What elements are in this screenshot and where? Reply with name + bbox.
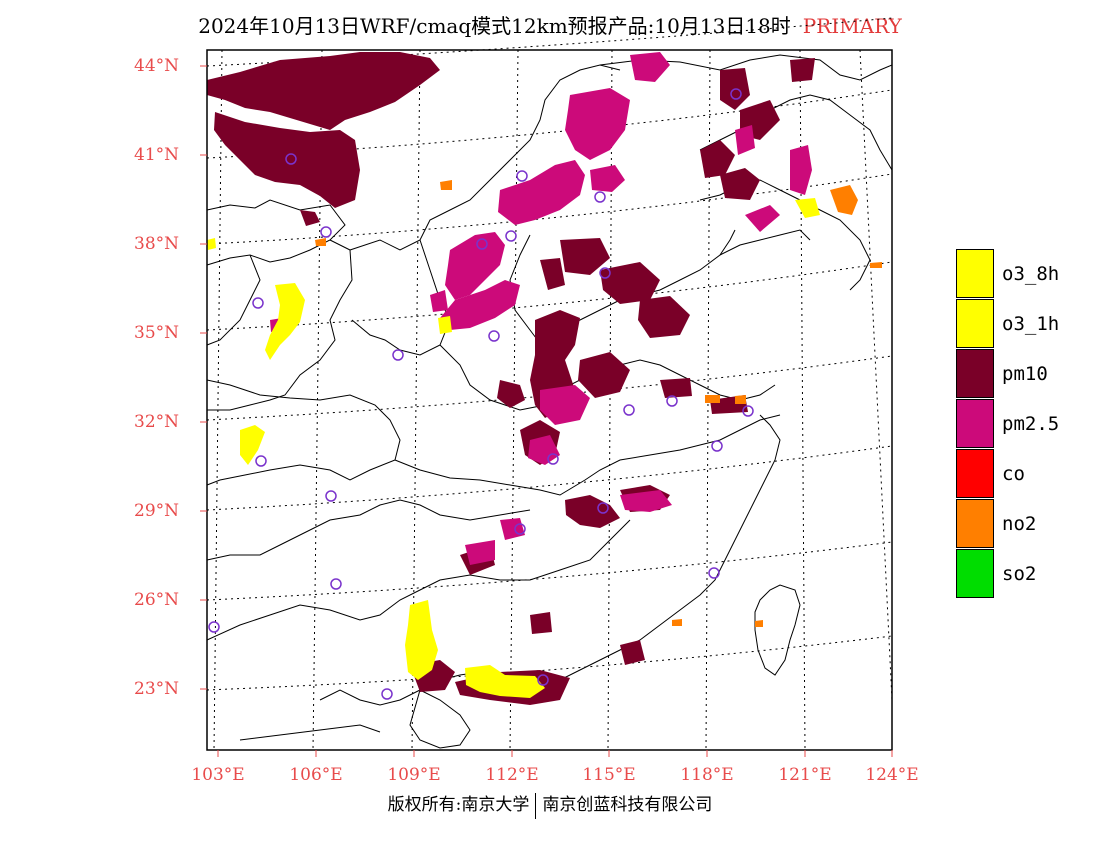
graticule-lon-103 <box>213 49 223 751</box>
footer-separator <box>535 792 537 819</box>
legend-item-o3-1h: o3_1h <box>956 299 1086 349</box>
lon-label-103: 103°E <box>191 765 245 785</box>
graticule-lon-112 <box>509 49 519 751</box>
axis-ticks <box>200 65 893 757</box>
lon-label-112: 112°E <box>485 765 539 785</box>
legend-swatch <box>956 249 994 298</box>
graticule-lat-41 <box>206 89 893 159</box>
station-marker <box>381 688 393 700</box>
graticule-lat-23 <box>206 635 893 691</box>
station-marker <box>488 330 500 342</box>
graticule-lat-38 <box>206 173 893 245</box>
lat-label-35: 35°N <box>134 323 180 343</box>
taiwan-outline <box>754 584 801 676</box>
station-marker <box>255 455 267 467</box>
station-marker <box>730 88 742 100</box>
lon-label-124: 124°E <box>865 765 919 785</box>
station-marker <box>285 153 297 165</box>
pollutant-legend: o3_8h o3_1h pm10 pm2.5 co no2 so2 <box>956 249 1086 599</box>
primary-tag: PRIMARY <box>802 14 902 38</box>
lat-label-41: 41°N <box>134 145 180 165</box>
graticule-lat-29 <box>206 445 893 511</box>
legend-item-pm10: pm10 <box>956 349 1086 399</box>
legend-swatch <box>956 299 994 348</box>
station-marker <box>208 621 220 633</box>
legend-label: pm10 <box>1002 363 1048 385</box>
station-marker <box>599 267 611 279</box>
station-marker <box>597 502 609 514</box>
map-frame <box>206 49 893 751</box>
legend-swatch <box>956 549 994 598</box>
station-marker <box>252 297 264 309</box>
legend-label: o3_8h <box>1002 263 1060 285</box>
copyright-footer: 版权所有:南京大学 南京创蓝科技有限公司 <box>0 790 1100 819</box>
graticule-lon-118 <box>705 49 711 751</box>
graticule-lat-35 <box>206 261 893 331</box>
station-marker <box>505 230 517 242</box>
legend-label: so2 <box>1002 563 1037 585</box>
legend-swatch <box>956 499 994 548</box>
station-marker <box>476 238 488 250</box>
lon-label-106: 106°E <box>289 765 343 785</box>
hainan-outline <box>409 689 471 749</box>
legend-swatch <box>956 449 994 498</box>
station-marker <box>711 440 723 452</box>
station-marker <box>330 578 342 590</box>
graticule-lon-124 <box>859 49 893 701</box>
lat-label-29: 29°N <box>134 501 180 521</box>
station-marker <box>516 170 528 182</box>
station-marker <box>742 405 754 417</box>
station-marker <box>325 490 337 502</box>
map-title-text: 2024年10月13日WRF/cmaq模式12km预报产品:10月13日18时 <box>198 14 791 38</box>
station-marker <box>514 523 526 535</box>
station-marker <box>392 349 404 361</box>
legend-label: co <box>1002 463 1025 485</box>
graticule-lon-115 <box>607 49 613 751</box>
legend-item-co: co <box>956 449 1086 499</box>
legend-item-o3-8h: o3_8h <box>956 249 1086 299</box>
map-title: 2024年10月13日WRF/cmaq模式12km预报产品:10月13日18时 P… <box>0 10 1100 39</box>
station-marker <box>547 453 559 465</box>
legend-label: pm2.5 <box>1002 413 1060 435</box>
lat-label-23: 23°N <box>134 679 180 699</box>
station-marker <box>708 567 720 579</box>
graticule-lat-44 <box>206 17 893 67</box>
lat-label-32: 32°N <box>134 412 180 432</box>
station-markers <box>208 88 754 700</box>
lat-label-38: 38°N <box>134 234 180 254</box>
graticule-lon-121 <box>799 49 806 751</box>
station-marker <box>666 395 678 407</box>
lon-label-115: 115°E <box>582 765 636 785</box>
pm25-regions <box>270 52 812 565</box>
lat-label-26: 26°N <box>134 590 180 610</box>
legend-swatch <box>956 399 994 448</box>
lon-label-109: 109°E <box>387 765 441 785</box>
graticule-lon-106 <box>312 49 323 751</box>
copyright-left: 版权所有:南京大学 <box>387 795 530 815</box>
lon-label-121: 121°E <box>778 765 832 785</box>
legend-item-pm25: pm2.5 <box>956 399 1086 449</box>
station-marker <box>537 674 549 686</box>
copyright-right: 南京创蓝科技有限公司 <box>542 795 713 815</box>
legend-label: o3_1h <box>1002 313 1060 335</box>
station-marker <box>320 226 332 238</box>
o3-regions <box>207 198 820 698</box>
no2-regions <box>315 180 882 627</box>
lon-label-118: 118°E <box>680 765 734 785</box>
station-marker <box>594 191 606 203</box>
station-marker <box>623 404 635 416</box>
graticule-lat-26 <box>206 541 893 601</box>
legend-item-no2: no2 <box>956 499 1086 549</box>
lat-label-44: 44°N <box>134 56 180 76</box>
legend-item-so2: so2 <box>956 549 1086 599</box>
legend-swatch <box>956 349 994 398</box>
legend-label: no2 <box>1002 513 1037 535</box>
